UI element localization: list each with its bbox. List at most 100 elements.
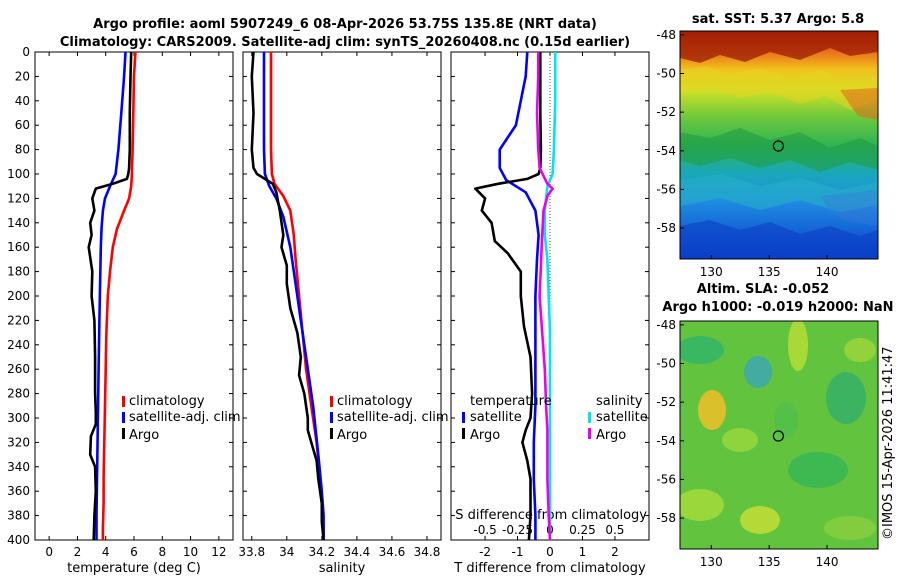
y-tick-label: 180 (7, 265, 30, 279)
x-tick-label: 1 (579, 545, 587, 559)
legend-label-sal-argo: Argo (596, 428, 626, 443)
sla-argo-location-marker (772, 430, 785, 442)
sla-map-image (680, 321, 878, 549)
sst-map-axes: 130 135 140 -48 -50 -52 -54 -56 -58 (656, 28, 838, 279)
x-tick-label: 2 (611, 545, 619, 559)
series-line-satellite-adj-clim (262, 52, 325, 540)
y-tick-label: 160 (7, 240, 30, 254)
map-y-tick-label: -50 (656, 67, 676, 81)
y-tick-label: 400 (7, 533, 30, 547)
y-tick-label: 200 (7, 289, 30, 303)
y-tick-label: 340 (7, 460, 30, 474)
y-tick-label: 380 (7, 509, 30, 523)
map-y-tick-label: -56 (656, 472, 676, 486)
map-y-tick-label: -50 (656, 357, 676, 371)
legend-group-temperature: temperature (470, 394, 552, 409)
legend-group-salinity: salinity (596, 394, 643, 409)
series-line-salinity-satellite (543, 52, 557, 540)
legend-swatch-argo (330, 428, 333, 439)
map-x-tick-label: 140 (816, 555, 839, 569)
plot-frame (242, 51, 442, 541)
y-tick-label: 260 (7, 362, 30, 376)
map-y-tick-label: -54 (656, 144, 676, 158)
x-tick-label: 10 (183, 545, 198, 559)
legend-label-temp-satellite: satellite (470, 410, 522, 425)
series-line-argo (87, 51, 133, 541)
y-tick-label: 360 (7, 484, 30, 498)
legend-label-argo: Argo (337, 428, 367, 443)
sla-map-frame (679, 320, 879, 550)
temperature-legend: climatology satellite-adj. clim Argo (122, 394, 241, 443)
legend-swatch-satellite (122, 412, 125, 423)
legend-swatch-temp-satellite (462, 412, 465, 423)
legend-swatch-temp-argo (462, 428, 465, 439)
series-line-salinity-argo (535, 52, 554, 541)
y-tick-label: 40 (15, 94, 30, 108)
sst-argo-location-marker (772, 140, 785, 152)
map-y-tick-label: -58 (656, 511, 676, 525)
y-tick-label: 280 (7, 387, 30, 401)
copyright-timestamp: ©IMOS 15-Apr-2026 11:41:47 (881, 346, 896, 540)
salinity-profile-panel: 33.8 34 34.2 34.4 34.6 34.8 salinity (238, 51, 442, 576)
y-tick-label: 320 (7, 435, 30, 449)
secondary-x-tick-label: 0.5 (605, 523, 624, 537)
map-x-tick-label: 135 (758, 265, 781, 279)
x-tick-label: 12 (211, 545, 226, 559)
legend-swatch-sal-satellite (588, 412, 591, 423)
x-tick-label: 0 (45, 545, 53, 559)
x-tick-label: 8 (158, 545, 166, 559)
map-y-tick-label: -54 (656, 434, 676, 448)
y-tick-label: 80 (15, 143, 30, 157)
figure-title-line1: Argo profile: aoml 5907249_6 08-Apr-2026… (93, 17, 597, 32)
x-tick-label: 6 (130, 545, 138, 559)
y-tick-label: 0 (22, 45, 30, 59)
x-tick-label: 34.2 (308, 545, 335, 559)
x-tick-label: 0 (546, 545, 554, 559)
legend-swatch-climatology (330, 396, 333, 407)
sla-map-title-line2: Argo h1000: -0.019 h2000: NaN (662, 300, 893, 315)
x-tick-label: 4 (102, 545, 110, 559)
temperature-profile-panel: 0204060801001201401601802002202402602803… (7, 45, 234, 576)
legend-label-climatology: climatology (129, 394, 205, 409)
map-x-tick-label: 135 (758, 555, 781, 569)
map-x-tick-label: 130 (700, 555, 723, 569)
map-y-tick-label: -52 (656, 105, 676, 119)
x-axis-label: salinity (319, 561, 366, 576)
figure-title-line2: Climatology: CARS2009. Satellite-adj cli… (60, 35, 630, 50)
map-y-tick-label: -52 (656, 395, 676, 409)
sst-map-frame (679, 30, 879, 260)
x-tick-label: 34 (279, 545, 294, 559)
y-tick-label: 60 (15, 118, 30, 132)
x-tick-label: -1 (512, 545, 524, 559)
map-x-tick-label: 140 (816, 265, 839, 279)
series-line-climatology (101, 51, 137, 540)
x-tick-label: 34.6 (379, 545, 406, 559)
y-tick-label: 140 (7, 216, 30, 230)
sla-map-axes: 130 135 140 -48 -50 -52 -54 -56 -58 (656, 318, 838, 569)
x-tick-label: -2 (479, 545, 491, 559)
difference-legend: temperature satellite Argo salinity sate… (462, 394, 648, 443)
y-tick-label: 20 (15, 69, 30, 83)
y-tick-label: 240 (7, 338, 30, 352)
legend-label-temp-argo: Argo (470, 428, 500, 443)
x-axis-label: temperature (deg C) (67, 561, 201, 576)
x-tick-label: 34.8 (414, 545, 441, 559)
y-tick-label: 300 (7, 411, 30, 425)
map-y-tick-label: -58 (656, 221, 676, 235)
legend-label-climatology: climatology (337, 394, 413, 409)
legend-swatch-climatology (122, 396, 125, 407)
legend-swatch-argo (122, 428, 125, 439)
x-tick-label: 2 (74, 545, 82, 559)
x-axis-label: T difference from climatology (453, 561, 646, 576)
secondary-x-tick-label: -0.25 (502, 523, 533, 537)
map-y-tick-label: -48 (656, 28, 676, 42)
legend-swatch-sal-argo (588, 428, 591, 439)
legend-label-argo: Argo (129, 428, 159, 443)
sst-map-title: sat. SST: 5.37 Argo: 5.8 (692, 12, 864, 27)
sst-map-image (680, 31, 878, 259)
map-x-tick-label: 130 (700, 265, 723, 279)
secondary-x-tick-label: -0.5 (473, 523, 496, 537)
series-line-temperature-satellite (498, 51, 540, 540)
series-line-argo (250, 51, 325, 541)
